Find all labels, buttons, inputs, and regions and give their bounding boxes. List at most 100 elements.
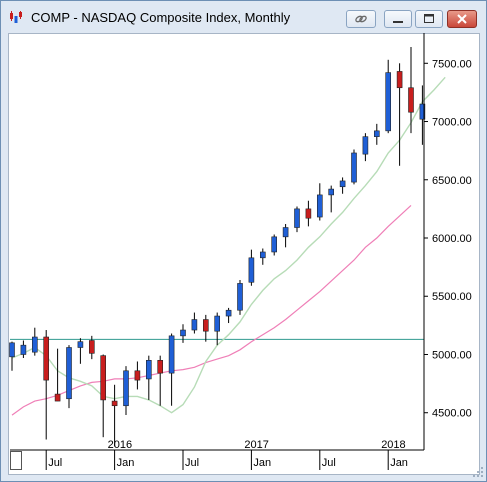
candle[interactable] (305, 200, 312, 227)
x-month-label: Jan (253, 457, 271, 469)
candle-body-down (100, 355, 106, 401)
candle[interactable] (339, 177, 346, 194)
resize-grip-icon[interactable] (472, 466, 484, 478)
candle[interactable] (282, 224, 289, 248)
candle[interactable] (214, 312, 220, 346)
candle-body-up (191, 319, 198, 331)
candle-body-up (373, 130, 380, 137)
scroll-corner-box[interactable] (10, 451, 22, 470)
candle[interactable] (351, 149, 357, 185)
window-title: COMP - NASDAQ Composite Index, Monthly (31, 10, 291, 25)
candle-body-up (31, 336, 38, 353)
candle-body-up (385, 72, 392, 132)
candle[interactable] (180, 324, 186, 343)
candle[interactable] (89, 335, 95, 360)
candle[interactable] (54, 348, 61, 402)
candle[interactable] (157, 355, 163, 406)
chart-app-icon[interactable] (9, 11, 23, 25)
candle-body-down (111, 400, 118, 407)
candle-body-down (305, 208, 312, 219)
candle-body-up (328, 188, 335, 196)
candle-body-up (146, 360, 152, 380)
candle[interactable] (9, 341, 15, 371)
link-button[interactable] (346, 10, 376, 28)
candle-body-down (157, 360, 163, 374)
candle[interactable] (203, 314, 209, 342)
candle[interactable] (134, 361, 141, 390)
candle-body-up (225, 309, 232, 317)
x-year-label: 2017 (244, 439, 268, 451)
candle[interactable] (146, 355, 152, 400)
candle[interactable] (316, 183, 323, 221)
candle[interactable] (385, 59, 392, 134)
candle[interactable] (271, 234, 278, 256)
candle-body-up (248, 257, 255, 283)
candle-body-up (237, 283, 243, 311)
candle-body-down (54, 393, 61, 402)
moving-average-short-line[interactable] (11, 76, 446, 414)
candle-body-up (316, 194, 323, 218)
moving-average-long-line[interactable] (11, 204, 412, 416)
candle[interactable] (328, 185, 335, 213)
candle[interactable] (66, 345, 72, 409)
close-icon (457, 14, 467, 24)
chain-link-icon (355, 15, 367, 23)
y-tick-label: 6500.00 (432, 175, 472, 187)
candle[interactable] (248, 249, 255, 286)
candle[interactable] (43, 330, 50, 440)
candle-body-up (282, 227, 289, 238)
minimize-button[interactable] (384, 10, 412, 28)
chart-frame (8, 33, 480, 475)
candle-body-up (271, 236, 278, 253)
candle[interactable] (20, 340, 27, 358)
x-month-label: Jul (48, 457, 62, 469)
candle-body-up (419, 103, 426, 120)
maximize-button[interactable] (415, 10, 443, 28)
candle-body-up (77, 341, 84, 348)
candle[interactable] (396, 63, 403, 166)
candle-body-up (9, 342, 15, 358)
candle-body-down (408, 87, 414, 113)
x-axis: Jul Jan Jul Jan Jul Jan 2016 2017 2018 (10, 439, 424, 470)
candle[interactable] (111, 384, 118, 447)
candle[interactable] (259, 248, 266, 265)
candle-body-up (339, 180, 346, 188)
candle-body-up (214, 315, 220, 332)
candle-body-up (180, 329, 186, 337)
candle-body-up (294, 208, 300, 228)
candle-body-down (203, 319, 209, 332)
candle-body-down (89, 340, 95, 354)
candle[interactable] (408, 46, 414, 134)
minimize-icon (393, 21, 403, 23)
x-month-label: Jul (185, 457, 199, 469)
candle[interactable] (362, 133, 369, 162)
candle[interactable] (191, 312, 198, 334)
candles-layer (9, 46, 426, 447)
candle[interactable] (168, 333, 175, 406)
candle[interactable] (225, 307, 232, 324)
maximize-icon (424, 14, 434, 23)
candle[interactable] (31, 327, 38, 356)
candle-body-down (43, 336, 50, 381)
x-month-label: Jul (322, 457, 336, 469)
candle-body-up (168, 335, 175, 374)
y-tick-label: 5000.00 (432, 349, 472, 361)
candle[interactable] (123, 366, 129, 416)
y-tick-label: 4500.00 (432, 408, 472, 420)
candle[interactable] (373, 123, 380, 145)
candle-body-up (351, 152, 357, 183)
title-bar[interactable]: COMP - NASDAQ Composite Index, Monthly (1, 1, 486, 33)
candle[interactable] (419, 85, 426, 145)
x-month-label: Jan (117, 457, 135, 469)
x-month-label: Jan (390, 457, 408, 469)
candle[interactable] (77, 338, 84, 364)
x-year-label: 2018 (381, 439, 405, 451)
close-button[interactable] (447, 10, 477, 28)
candle[interactable] (237, 279, 243, 315)
y-tick-label: 5500.00 (432, 291, 472, 303)
candle[interactable] (294, 206, 300, 233)
x-year-label: 2016 (108, 439, 132, 451)
candle[interactable] (100, 354, 106, 438)
